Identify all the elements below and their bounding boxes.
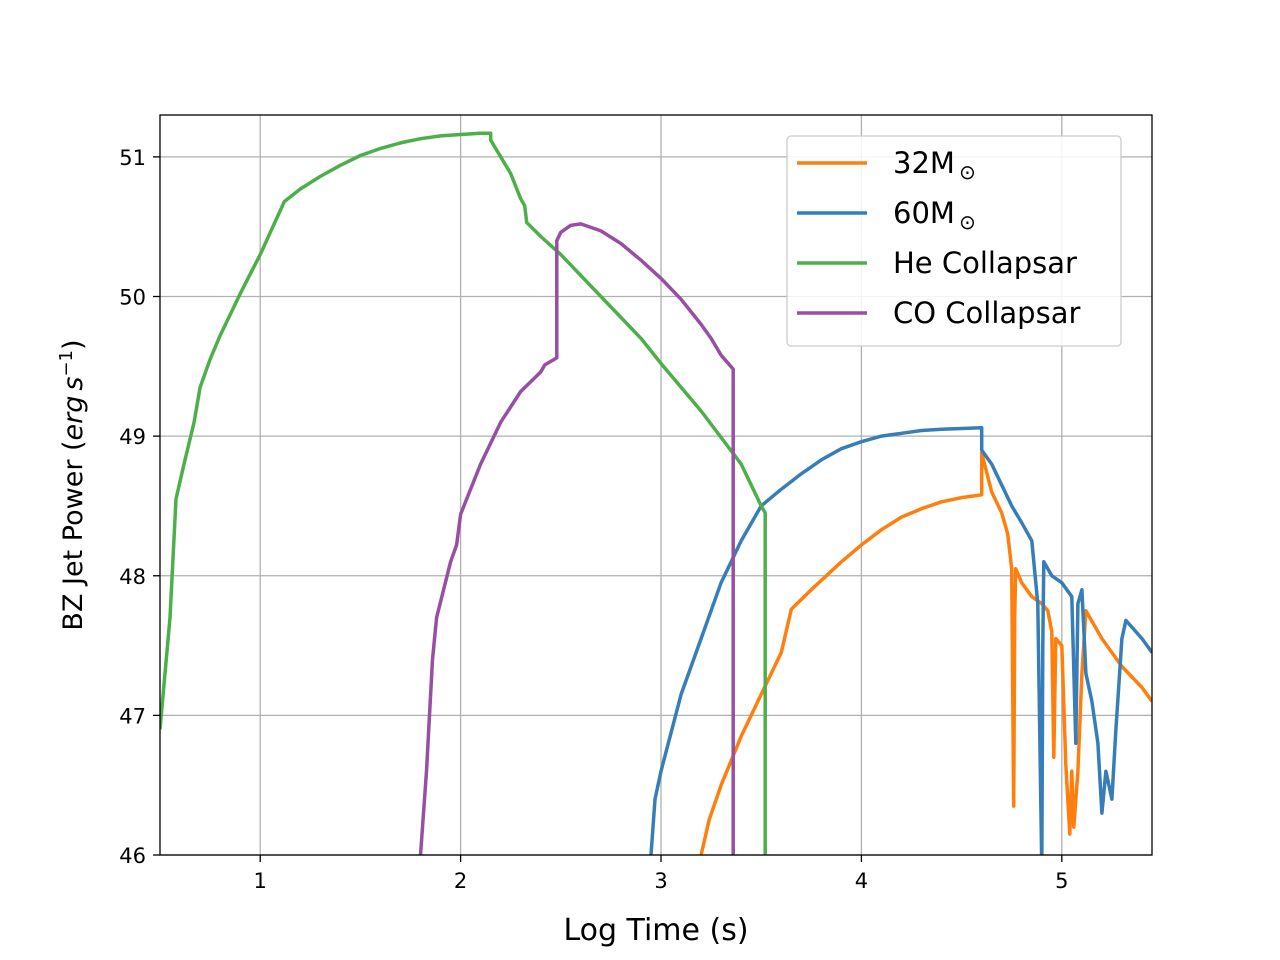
y-axis-label-prefix: BZ Jet Power (: [58, 440, 89, 630]
y-axis-label-unit-s: s: [58, 377, 89, 391]
x-tick-label: 3: [654, 869, 667, 893]
legend-label-text: 32M: [893, 146, 955, 180]
legend-box: [786, 135, 1122, 347]
legend-label-text: 60M: [893, 196, 955, 230]
legend-label-co-collapsar: CO Collapsar: [893, 296, 1080, 330]
series-line-32m: [699, 451, 1152, 855]
y-axis-label-unit-main: erg: [58, 396, 89, 441]
x-tick-label: 5: [1055, 869, 1068, 893]
x-axis-label: Log Time (s): [563, 913, 748, 948]
y-tick-label: 48: [119, 565, 146, 589]
series-line-60m: [649, 426, 1152, 855]
legend-label-32m: 32M ⊙: [893, 146, 976, 184]
y-tick-label: 50: [119, 286, 146, 310]
series-group: [160, 131, 1152, 855]
legend-label-text: He Collapsar: [893, 246, 1077, 280]
y-axis-label-unit-exp: −1: [56, 350, 77, 377]
y-tick-label: 46: [119, 844, 146, 868]
legend-label-he-collapsar: He Collapsar: [893, 246, 1077, 280]
x-tick-label: 2: [454, 869, 467, 893]
y-tick-label: 51: [119, 146, 146, 170]
x-tick-label: 4: [855, 869, 868, 893]
plot-frame: [159, 114, 1153, 856]
x-tick-label: 1: [254, 869, 267, 893]
y-tick-label: 49: [119, 425, 146, 449]
series-line-he-collapsar: [160, 131, 767, 855]
legend-label-subscript: ⊙: [959, 160, 976, 184]
y-tick-label: 47: [119, 704, 146, 728]
legend-label-text: CO Collapsar: [893, 296, 1080, 330]
series-line-co-collapsar: [418, 222, 735, 855]
legend-label-subscript: ⊙: [959, 210, 976, 234]
y-axis-label-suffix: ): [58, 339, 89, 350]
legend-label-60m: 60M ⊙: [893, 196, 976, 234]
y-axis-label: BZ Jet Power (erg s−1): [56, 339, 89, 630]
